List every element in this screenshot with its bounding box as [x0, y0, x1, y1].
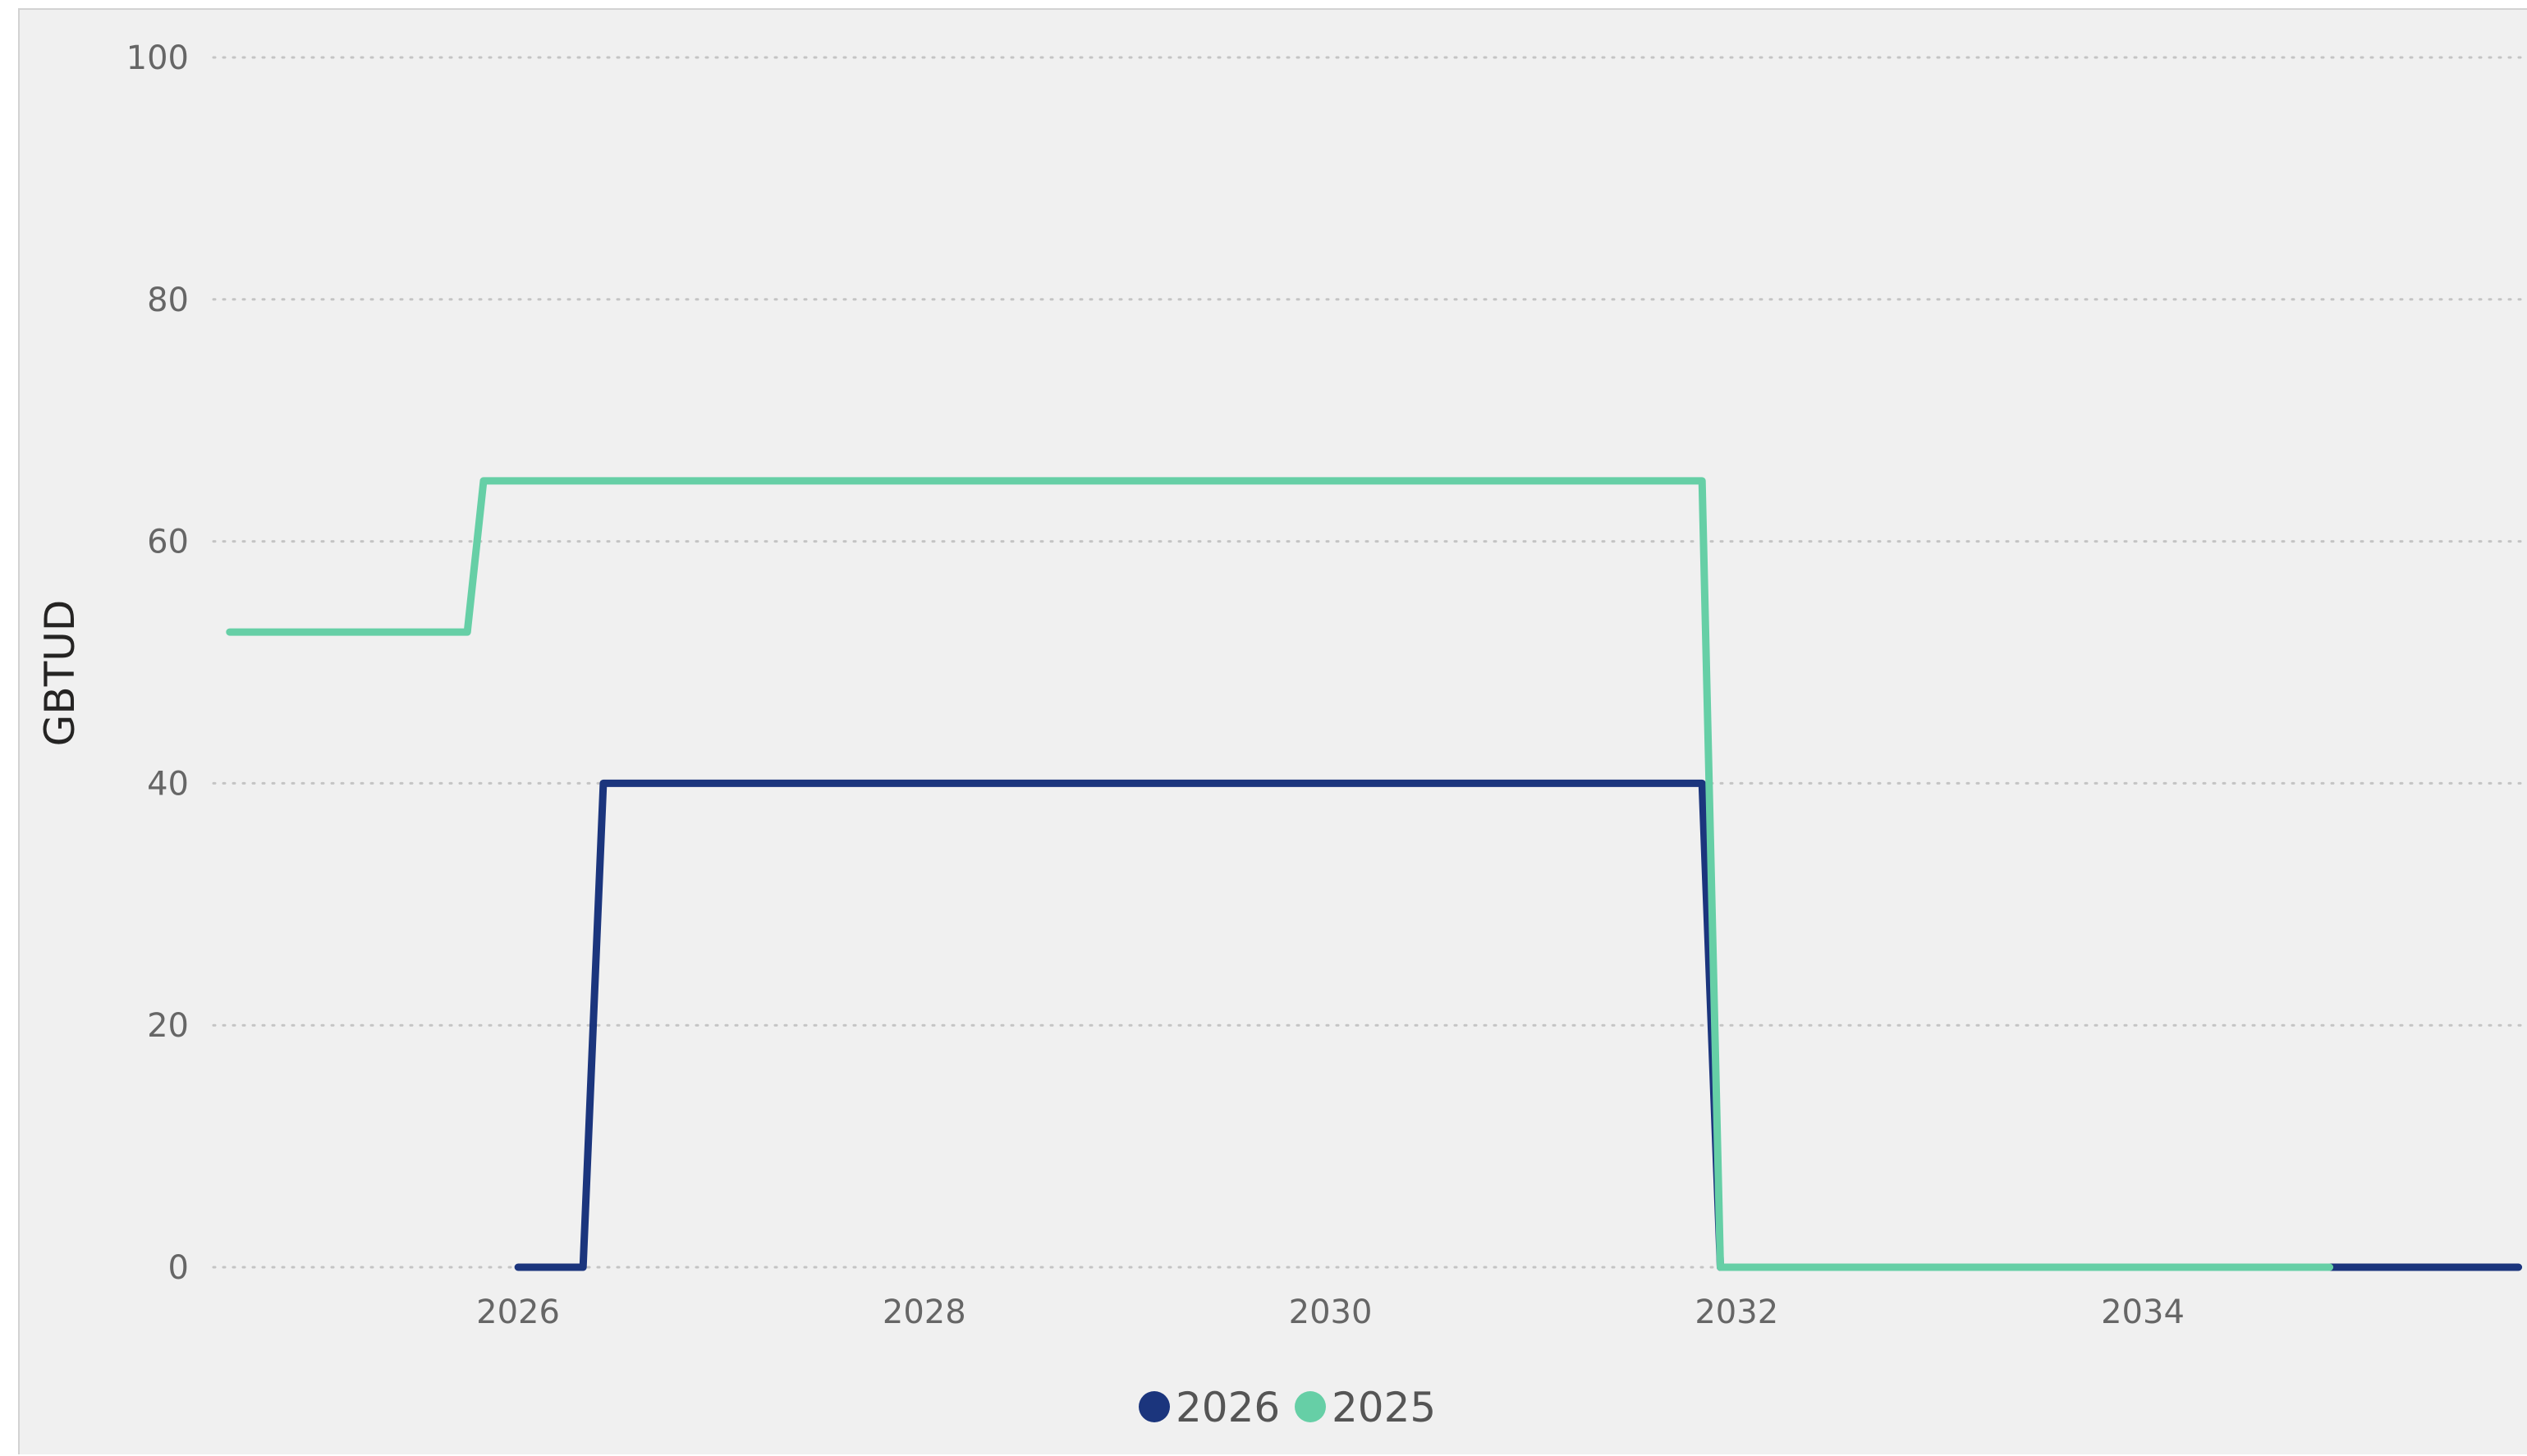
series-line-2026	[514, 779, 2523, 1271]
y-tick-label: 20	[147, 1007, 189, 1045]
series-line-2025	[226, 477, 2334, 1271]
y-axis-ticks: 0 20 40 60 80 100	[126, 39, 189, 1287]
y-axis-label: GBTUD	[36, 600, 84, 747]
x-tick-label: 2028	[883, 1293, 966, 1331]
legend-label: 2025	[1332, 1384, 1436, 1431]
y-tick-label: 60	[147, 524, 189, 561]
legend-item-2025[interactable]: 2025	[1295, 1384, 1436, 1431]
gridlines	[212, 56, 2527, 1269]
x-tick-label: 2032	[1695, 1293, 1778, 1331]
x-axis-ticks: 2026 2028 2030 2032 2034	[476, 1293, 2185, 1331]
chart-panel: 0 20 40 60 80 100 2026 2028 2030 2032 2034 GBTUD …	[18, 8, 2527, 1454]
y-tick-label: 80	[147, 282, 189, 319]
legend-marker	[1295, 1391, 1326, 1422]
series-lines	[226, 477, 2523, 1271]
x-tick-label: 2026	[476, 1293, 560, 1331]
x-tick-label: 2034	[2101, 1293, 2185, 1331]
y-tick-label: 40	[147, 765, 189, 803]
legend-label: 2026	[1176, 1384, 1280, 1431]
legend[interactable]: 2026 2025	[1139, 1384, 1436, 1431]
y-tick-label: 100	[126, 39, 189, 77]
legend-marker	[1139, 1391, 1170, 1422]
x-tick-label: 2030	[1289, 1293, 1373, 1331]
y-tick-label: 0	[168, 1249, 189, 1287]
legend-item-2026[interactable]: 2026	[1139, 1384, 1280, 1431]
